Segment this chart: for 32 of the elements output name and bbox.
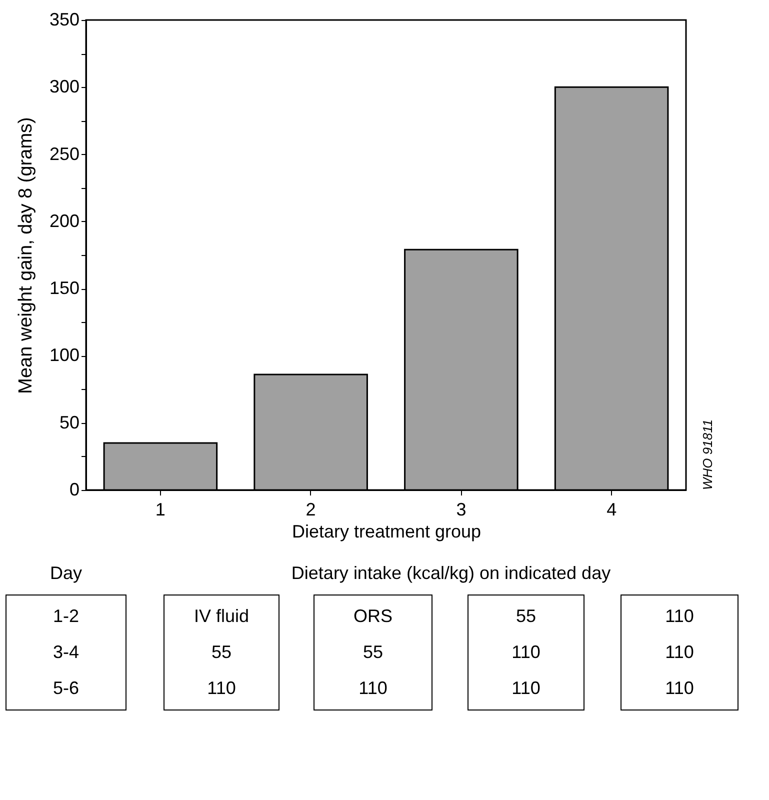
x-tick-label: 3 bbox=[456, 500, 466, 520]
y-tick-label: 350 bbox=[49, 10, 80, 30]
text: ORS bbox=[353, 606, 393, 626]
text: 110 bbox=[512, 642, 540, 662]
text: 55 bbox=[516, 606, 536, 626]
text: Dietary intake (kcal/kg) on indicated day bbox=[291, 563, 611, 583]
text: 110 bbox=[207, 678, 236, 698]
text: 5-6 bbox=[52, 678, 80, 698]
y-tick-label: 250 bbox=[49, 144, 80, 164]
text: IV fluid bbox=[194, 606, 250, 626]
y-tick-label: 200 bbox=[49, 210, 80, 231]
y-tick-label: 50 bbox=[59, 412, 80, 432]
text: 110 bbox=[512, 678, 540, 698]
y-axis-title: Mean weight gain, day 8 (grams) bbox=[15, 117, 36, 394]
text: 55 bbox=[362, 642, 384, 662]
text: 1-2 bbox=[52, 606, 80, 626]
text: 110 bbox=[665, 642, 694, 662]
x-tick-label: 2 bbox=[306, 500, 316, 520]
x-tick-label: 1 bbox=[155, 500, 166, 520]
y-tick-label: 150 bbox=[49, 278, 80, 298]
text: 110 bbox=[665, 606, 694, 626]
text: 110 bbox=[665, 678, 694, 698]
y-tick-label: 0 bbox=[69, 480, 80, 500]
text: WHO 91811 bbox=[700, 419, 715, 490]
x-axis-title: Dietary treatment group bbox=[292, 522, 482, 542]
text: 110 bbox=[358, 678, 388, 698]
text: Day bbox=[50, 563, 82, 583]
y-tick-label: 100 bbox=[49, 345, 80, 366]
x-tick-label: 4 bbox=[606, 500, 617, 520]
text: 3-4 bbox=[52, 642, 80, 662]
y-tick-label: 300 bbox=[49, 76, 80, 97]
text: 55 bbox=[211, 642, 232, 662]
